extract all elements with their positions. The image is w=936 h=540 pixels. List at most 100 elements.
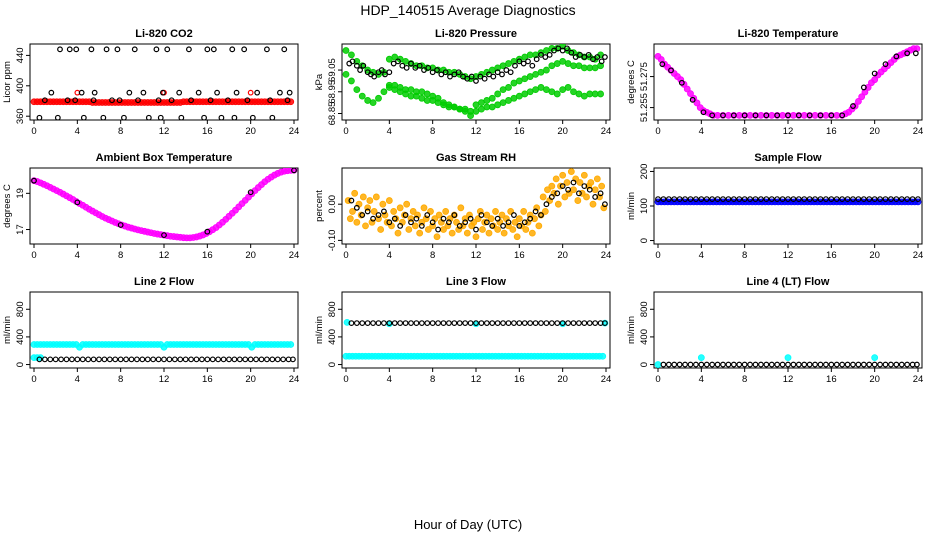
data-point xyxy=(860,84,867,91)
y-tick-label: 0 xyxy=(639,362,650,367)
data-point xyxy=(85,356,92,363)
y-tick-label: 400 xyxy=(327,329,338,345)
data-point xyxy=(689,96,696,103)
series-green-lower xyxy=(385,84,604,115)
x-tick-label: 16 xyxy=(202,374,213,385)
y-tick-label: 0.00 xyxy=(327,195,338,214)
x-tick-label: 12 xyxy=(159,250,170,261)
data-layer xyxy=(342,44,608,120)
data-point xyxy=(72,97,79,104)
data-point xyxy=(539,193,547,201)
data-point xyxy=(48,89,55,96)
data-point xyxy=(671,196,678,202)
data-point xyxy=(204,46,211,53)
data-point xyxy=(594,54,601,60)
data-point xyxy=(140,89,147,96)
series-samples xyxy=(346,45,608,84)
y-axis-label: ml/min xyxy=(626,316,637,344)
data-point xyxy=(576,190,582,197)
data-point xyxy=(585,51,592,58)
data-point xyxy=(399,62,406,69)
data-point xyxy=(598,182,606,190)
data-point xyxy=(817,196,824,202)
data-point xyxy=(390,60,397,67)
data-point xyxy=(665,361,672,368)
data-point xyxy=(678,79,685,86)
data-point xyxy=(351,189,359,197)
data-point xyxy=(247,189,254,196)
y-tick-label: 68.95 xyxy=(327,80,338,104)
data-point xyxy=(489,223,496,229)
data-point xyxy=(477,73,484,80)
data-point xyxy=(513,233,521,241)
y-tick-label: 0 xyxy=(639,238,650,243)
data-point xyxy=(812,361,818,368)
data-point xyxy=(833,361,840,368)
data-point xyxy=(31,177,37,184)
data-point xyxy=(871,70,878,77)
data-point xyxy=(576,320,582,326)
data-point xyxy=(898,196,905,202)
data-point xyxy=(554,200,562,208)
data-point xyxy=(855,196,862,202)
data-point xyxy=(375,212,382,218)
data-point xyxy=(397,320,404,326)
data-point xyxy=(176,89,183,96)
data-point xyxy=(785,112,791,119)
data-point xyxy=(435,211,443,219)
series-samples xyxy=(348,320,608,326)
data-point xyxy=(381,208,387,215)
chart-title: Sample Flow xyxy=(754,152,822,164)
data-point xyxy=(574,197,582,204)
data-point xyxy=(494,320,501,326)
data-point xyxy=(287,341,295,348)
data-point xyxy=(448,229,456,237)
data-point xyxy=(386,320,393,326)
data-point xyxy=(171,356,178,363)
data-point xyxy=(548,182,556,190)
data-point xyxy=(343,318,351,326)
data-point xyxy=(395,58,401,65)
data-point xyxy=(703,361,710,368)
data-point xyxy=(440,320,447,326)
data-point xyxy=(698,361,705,368)
data-point xyxy=(554,320,561,326)
x-tick-label: 12 xyxy=(471,126,482,137)
data-point xyxy=(231,356,238,363)
data-point xyxy=(528,229,536,237)
x-tick-label: 20 xyxy=(557,250,568,261)
data-point xyxy=(366,197,374,204)
data-point xyxy=(375,320,382,326)
data-point xyxy=(249,114,256,120)
x-tick-label: 20 xyxy=(869,374,880,385)
data-point xyxy=(446,320,452,326)
data-point xyxy=(581,54,588,60)
data-point xyxy=(725,196,732,202)
data-point xyxy=(548,194,555,200)
data-point xyxy=(157,114,164,120)
data-point xyxy=(602,320,608,326)
data-point xyxy=(487,215,495,223)
data-point xyxy=(139,356,146,363)
data-point xyxy=(500,320,506,326)
data-point xyxy=(58,356,64,363)
data-point xyxy=(117,222,124,228)
data-point xyxy=(438,71,445,78)
data-point xyxy=(284,97,291,104)
data-point xyxy=(88,46,95,53)
data-point xyxy=(844,196,851,202)
data-point xyxy=(850,103,856,109)
data-point xyxy=(877,196,883,202)
data-point xyxy=(74,199,81,206)
chart-sampleflow: Sample Flow 0 4 8 12 16 20 24 0 100 200 ml/min xyxy=(626,152,923,261)
data-point xyxy=(904,50,911,57)
data-point xyxy=(703,196,710,202)
x-tick-label: 16 xyxy=(826,374,837,385)
y-axis-label: degrees C xyxy=(2,184,13,228)
data-point xyxy=(828,112,835,119)
data-point xyxy=(507,69,514,76)
data-point xyxy=(494,90,502,98)
data-point xyxy=(54,114,61,120)
x-tick-label: 20 xyxy=(245,374,256,385)
